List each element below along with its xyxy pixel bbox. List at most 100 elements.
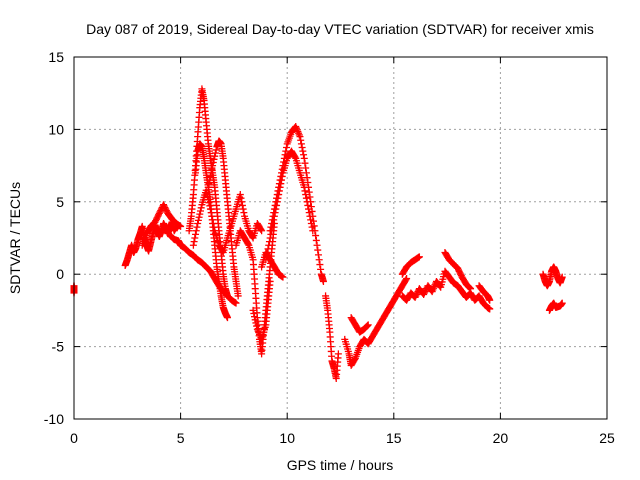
data-point-marker — [334, 350, 342, 358]
data-point-marker — [314, 251, 322, 259]
data-point-marker — [301, 159, 309, 167]
data-point-marker — [269, 220, 277, 228]
data-point-marker — [273, 201, 281, 209]
y-tick-label: 15 — [48, 49, 64, 65]
x-tick-label: 20 — [493, 430, 509, 446]
data-point-marker — [271, 209, 279, 217]
data-point-marker — [204, 196, 212, 204]
data-point-marker — [278, 176, 286, 184]
data-point-marker — [266, 234, 274, 242]
series-s12 — [441, 248, 475, 293]
data-point-marker — [319, 277, 327, 285]
data-point-marker — [313, 241, 321, 249]
data-point-marker — [206, 205, 214, 213]
data-point-marker — [177, 222, 185, 230]
data-point-marker — [364, 322, 372, 330]
data-point-marker — [204, 192, 212, 200]
y-tick-label: 10 — [48, 121, 64, 137]
data-point-marker — [195, 213, 203, 221]
data-point-marker — [307, 220, 315, 228]
data-point-marker — [238, 201, 246, 209]
data-point-marker — [306, 212, 314, 220]
data-point-marker — [312, 236, 320, 244]
data-point-marker — [299, 147, 307, 155]
series-s5 — [189, 186, 266, 256]
data-point-marker — [234, 292, 242, 300]
data-point-marker — [194, 220, 202, 228]
data-point-marker — [270, 212, 278, 220]
data-point-marker — [251, 316, 259, 324]
data-point-marker — [403, 275, 411, 283]
data-point-marker — [402, 276, 410, 284]
data-point-marker — [300, 183, 308, 191]
data-point-marker — [219, 247, 227, 255]
grid — [74, 57, 607, 419]
data-point-marker — [314, 246, 322, 254]
data-point-marker — [205, 199, 213, 207]
data-point-marker — [253, 322, 261, 330]
series-s10 — [398, 253, 423, 278]
data-point-marker — [193, 223, 201, 231]
data-point-marker — [210, 155, 218, 163]
data-point-marker — [279, 273, 287, 281]
data-point-marker — [273, 198, 281, 206]
data-point-marker — [315, 256, 323, 264]
data-point-marker — [275, 187, 283, 195]
data-point-marker — [300, 151, 308, 159]
data-point-marker — [266, 277, 274, 285]
data-point-marker — [558, 299, 566, 307]
data-point-marker — [317, 265, 325, 273]
data-point-marker — [249, 306, 257, 314]
y-tick-label: -5 — [52, 339, 65, 355]
data-point-marker — [296, 133, 304, 141]
x-tick-label: 0 — [70, 430, 78, 446]
data-point-marker — [244, 240, 252, 248]
data-point-marker — [237, 194, 245, 202]
data-point-marker — [304, 201, 312, 209]
data-point-marker — [282, 144, 290, 151]
data-point-marker — [238, 198, 246, 206]
data-point-marker — [267, 230, 275, 238]
y-tick-label: 5 — [56, 194, 64, 210]
y-axis-label: SDTVAR / TECUs — [7, 182, 23, 294]
data-point-marker — [466, 284, 474, 292]
x-axis-label: GPS time / hours — [287, 457, 394, 473]
data-point-marker — [268, 223, 276, 231]
series-s7c — [258, 248, 287, 281]
data-point-marker — [206, 172, 214, 180]
data-point-marker — [302, 194, 310, 202]
data-point-marker — [191, 234, 199, 242]
data-point-marker — [486, 305, 494, 313]
x-tick-label: 25 — [599, 430, 615, 446]
data-point-marker — [275, 191, 283, 199]
data-point-marker — [203, 189, 211, 197]
data-point-marker — [207, 209, 215, 217]
data-point-marker — [211, 149, 219, 157]
series-s1b — [138, 201, 185, 249]
data-point-marker — [274, 194, 282, 202]
series-s11 — [398, 267, 494, 313]
data-point-marker — [196, 207, 204, 215]
data-point-marker — [303, 198, 311, 206]
data-point-marker — [258, 227, 266, 235]
data-point-marker — [194, 216, 202, 224]
data-point-marker — [465, 283, 473, 291]
data-point-marker — [277, 180, 285, 188]
y-tick-label: -10 — [44, 411, 64, 427]
data-point-marker — [351, 355, 359, 363]
plot-frame — [73, 56, 608, 420]
data-point-marker — [240, 209, 248, 217]
data-point-marker — [291, 153, 299, 161]
data-point-marker — [298, 144, 306, 151]
data-point-marker — [208, 165, 216, 173]
data-point-marker — [252, 319, 260, 327]
x-tick-label: 5 — [177, 430, 185, 446]
data-point-marker — [270, 216, 278, 224]
data-point-marker — [212, 146, 220, 154]
data-point-marker — [268, 227, 276, 235]
data-point-marker — [206, 202, 214, 210]
data-point-marker — [207, 169, 215, 177]
data-point-marker — [300, 154, 308, 162]
